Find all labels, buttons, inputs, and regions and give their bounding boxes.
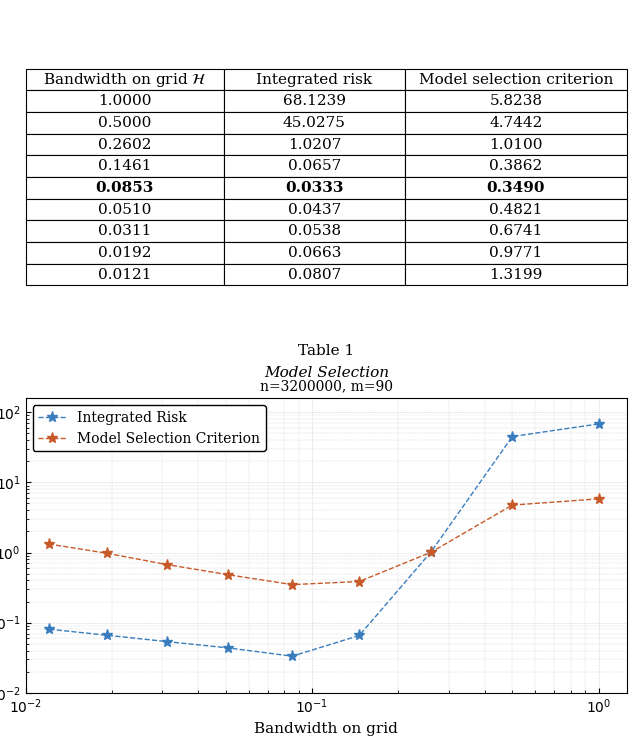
Legend: Integrated Risk, Model Selection Criterion: Integrated Risk, Model Selection Criteri… bbox=[33, 405, 266, 451]
Integrated Risk bbox=[45, 625, 53, 634]
Model Selection Criterion bbox=[225, 570, 232, 579]
Integrated Risk bbox=[595, 419, 602, 428]
Model Selection Criterion bbox=[163, 560, 171, 569]
Model Selection Criterion bbox=[428, 548, 435, 557]
Integrated Risk bbox=[163, 637, 171, 646]
Integrated Risk bbox=[428, 548, 435, 557]
Model Selection Criterion bbox=[595, 495, 602, 504]
Text: Table 1: Table 1 bbox=[298, 344, 355, 358]
Model Selection Criterion bbox=[45, 539, 53, 548]
Line: Integrated Risk: Integrated Risk bbox=[44, 419, 604, 662]
Integrated Risk bbox=[289, 652, 296, 661]
Integrated Risk bbox=[225, 644, 232, 653]
Model Selection Criterion bbox=[103, 549, 111, 558]
Title: n=3200000, m=90: n=3200000, m=90 bbox=[260, 379, 393, 393]
Text: Model Selection: Model Selection bbox=[264, 366, 389, 380]
X-axis label: Bandwidth on grid: Bandwidth on grid bbox=[255, 722, 398, 736]
Model Selection Criterion bbox=[355, 577, 363, 586]
Integrated Risk bbox=[103, 631, 111, 640]
Model Selection Criterion bbox=[289, 580, 296, 589]
Integrated Risk bbox=[508, 432, 516, 441]
Line: Model Selection Criterion: Model Selection Criterion bbox=[44, 493, 604, 590]
Integrated Risk bbox=[355, 631, 363, 640]
Model Selection Criterion bbox=[508, 501, 516, 510]
